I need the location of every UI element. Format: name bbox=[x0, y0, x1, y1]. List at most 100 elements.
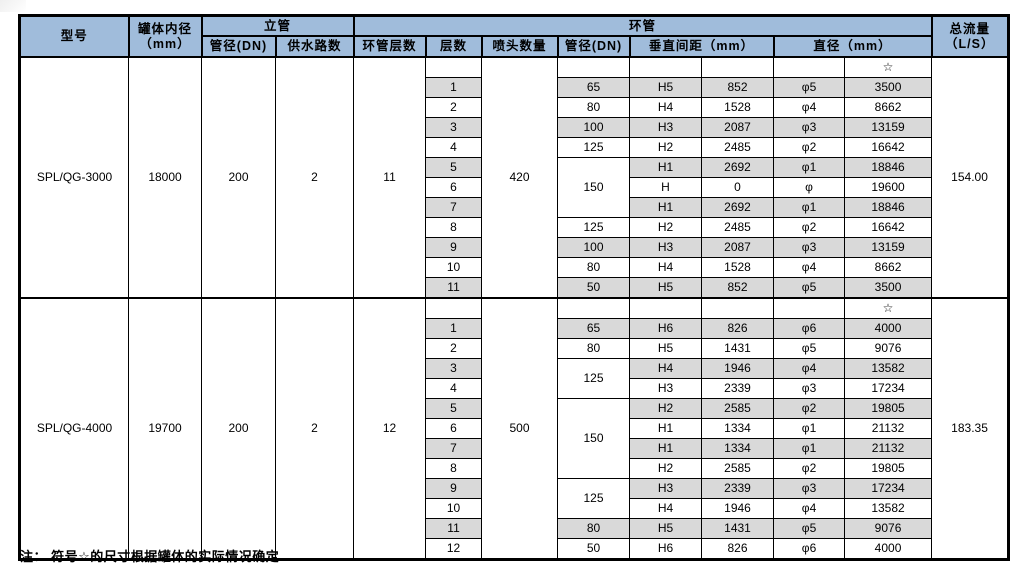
cell-diameter-value: ☆ bbox=[844, 297, 933, 319]
cell-model: SPL/QG-3000 bbox=[19, 56, 129, 299]
header-nozzle-count: 喷头数量 bbox=[480, 35, 559, 58]
cell-h-label: H5 bbox=[629, 518, 703, 539]
header-diameter: 直径（mm） bbox=[772, 35, 933, 58]
cell-vertical-spacing: 2485 bbox=[701, 137, 775, 158]
cell-ring-dn: 65 bbox=[557, 77, 631, 98]
cell-ring-dn: 100 bbox=[557, 237, 631, 258]
cell-diameter-value: 13159 bbox=[844, 117, 933, 138]
cell-phi-label: φ2 bbox=[773, 458, 846, 479]
cell-vertical-spacing: 2692 bbox=[701, 157, 775, 178]
cell-layer-number: 12 bbox=[425, 538, 483, 560]
header-total-flow-line1: 总流量 bbox=[949, 21, 991, 36]
cell-h-label: H2 bbox=[629, 217, 703, 238]
cell-vertical-spacing: 852 bbox=[701, 77, 775, 98]
cell-diameter-value: 21132 bbox=[844, 438, 933, 459]
cell-phi-label bbox=[773, 56, 846, 78]
header-tank-diameter: 罐体内径 （mm） bbox=[127, 14, 203, 58]
cell-total-flow: 183.35 bbox=[931, 297, 1010, 560]
table-body: SPL/QG-3000 18000 200 2 11 420 ☆ 154.00 1 65 H5 852… bbox=[19, 56, 1010, 560]
cell-h-label: H5 bbox=[629, 77, 703, 98]
cell-vertical-spacing: 1431 bbox=[701, 338, 775, 359]
cell-vertical-spacing: 1528 bbox=[701, 257, 775, 278]
cell-water-routes: 2 bbox=[274, 56, 355, 299]
header-riser-dn: 管径(DN) bbox=[200, 35, 277, 58]
cell-phi-label: φ2 bbox=[773, 217, 846, 238]
header-vertical-spacing: 垂直间距（mm） bbox=[628, 35, 775, 58]
cell-h-label: H3 bbox=[629, 378, 703, 399]
table-row: 7 H1 1334 φ1 21132 bbox=[20, 438, 1009, 459]
cell-diameter-value: 18846 bbox=[844, 157, 933, 178]
cell-vertical-spacing: 852 bbox=[701, 277, 775, 299]
cell-h-label: H3 bbox=[629, 478, 703, 499]
cell-phi-label: φ4 bbox=[773, 97, 846, 118]
table-row: 1 65 H6 826 φ6 4000 bbox=[20, 318, 1009, 339]
cell-ring-dn bbox=[557, 56, 631, 78]
cell-phi-label: φ2 bbox=[773, 398, 846, 419]
cell-h-label: H4 bbox=[629, 498, 703, 519]
cell-diameter-value: 17234 bbox=[844, 378, 933, 399]
cell-layer-number: 1 bbox=[425, 77, 483, 98]
cell-h-label bbox=[629, 56, 703, 78]
cell-diameter-value: 16642 bbox=[844, 137, 933, 158]
cell-layer-number: 5 bbox=[425, 157, 483, 178]
table-row: 4 125 H2 2485 φ2 16642 bbox=[20, 137, 1009, 158]
cell-ring-dn bbox=[557, 297, 631, 319]
cell-layer-number: 4 bbox=[425, 137, 483, 158]
page-corner-artifact bbox=[0, 0, 26, 12]
cell-diameter-value: 13159 bbox=[844, 237, 933, 258]
header-model: 型号 bbox=[18, 14, 130, 58]
cell-layer-number: 6 bbox=[425, 177, 483, 198]
cell-layer-number: 7 bbox=[425, 438, 483, 459]
cell-layer-number: 3 bbox=[425, 117, 483, 138]
cell-ring-dn: 65 bbox=[557, 318, 631, 339]
cell-vertical-spacing: 2485 bbox=[701, 217, 775, 238]
table-row: 10 H4 1946 φ4 13582 bbox=[20, 498, 1009, 519]
cell-phi-label: φ2 bbox=[773, 137, 846, 158]
cell-h-label: H6 bbox=[629, 538, 703, 560]
cell-phi-label: φ5 bbox=[773, 277, 846, 299]
cell-diameter-value: 21132 bbox=[844, 418, 933, 439]
cell-ring-dn: 100 bbox=[557, 117, 631, 138]
cell-h-label: H2 bbox=[629, 137, 703, 158]
cell-layer-number: 2 bbox=[425, 97, 483, 118]
cell-riser-dn: 200 bbox=[201, 56, 276, 299]
table-row: 8 H2 2585 φ2 19805 bbox=[20, 458, 1009, 479]
cell-phi-label: φ5 bbox=[773, 77, 846, 98]
cell-phi-label: φ3 bbox=[773, 117, 846, 138]
cell-h-label: H2 bbox=[629, 398, 703, 419]
cell-vertical-spacing: 2339 bbox=[701, 478, 775, 499]
cell-diameter-value: ☆ bbox=[844, 56, 933, 78]
table-row: 11 80 H5 1431 φ5 9076 bbox=[20, 518, 1009, 539]
cell-layer-number bbox=[425, 56, 483, 78]
cell-total-flow: 154.00 bbox=[931, 56, 1010, 299]
cell-ring-dn: 125 bbox=[557, 478, 631, 519]
cell-phi-label: φ3 bbox=[773, 378, 846, 399]
header-ring-layers: 环管层数 bbox=[352, 35, 427, 58]
cell-phi-label: φ6 bbox=[773, 538, 846, 560]
cell-ring-dn: 125 bbox=[557, 217, 631, 238]
cell-diameter-value: 4000 bbox=[844, 538, 933, 560]
cell-h-label: H1 bbox=[629, 197, 703, 218]
cell-h-label: H4 bbox=[629, 257, 703, 278]
cell-vertical-spacing: 1334 bbox=[701, 438, 775, 459]
cell-diameter-value: 3500 bbox=[844, 77, 933, 98]
cell-h-label: H1 bbox=[629, 418, 703, 439]
table-row: 8 125 H2 2485 φ2 16642 bbox=[20, 217, 1009, 238]
header-layer-no: 层数 bbox=[424, 35, 483, 58]
cell-layer-number bbox=[425, 297, 483, 319]
cell-phi-label: φ3 bbox=[773, 237, 846, 258]
cell-phi-label bbox=[773, 297, 846, 319]
header-water-routes: 供水路数 bbox=[274, 35, 355, 58]
cell-diameter-value: 13582 bbox=[844, 358, 933, 379]
header-ring-group: 环管 bbox=[352, 14, 933, 37]
cell-vertical-spacing: 2585 bbox=[701, 398, 775, 419]
cell-diameter-value: 13582 bbox=[844, 498, 933, 519]
table-row: 6 H 0 φ 19600 bbox=[20, 177, 1009, 198]
table-row: 5 150 H1 2692 φ1 18846 bbox=[20, 157, 1009, 218]
cell-layer-number: 9 bbox=[425, 237, 483, 258]
header-total-flow-line2: （L/S） bbox=[945, 36, 995, 51]
cell-phi-label: φ3 bbox=[773, 478, 846, 499]
cell-diameter-value: 19805 bbox=[844, 458, 933, 479]
cell-phi-label: φ1 bbox=[773, 418, 846, 439]
cell-vertical-spacing: 2585 bbox=[701, 458, 775, 479]
